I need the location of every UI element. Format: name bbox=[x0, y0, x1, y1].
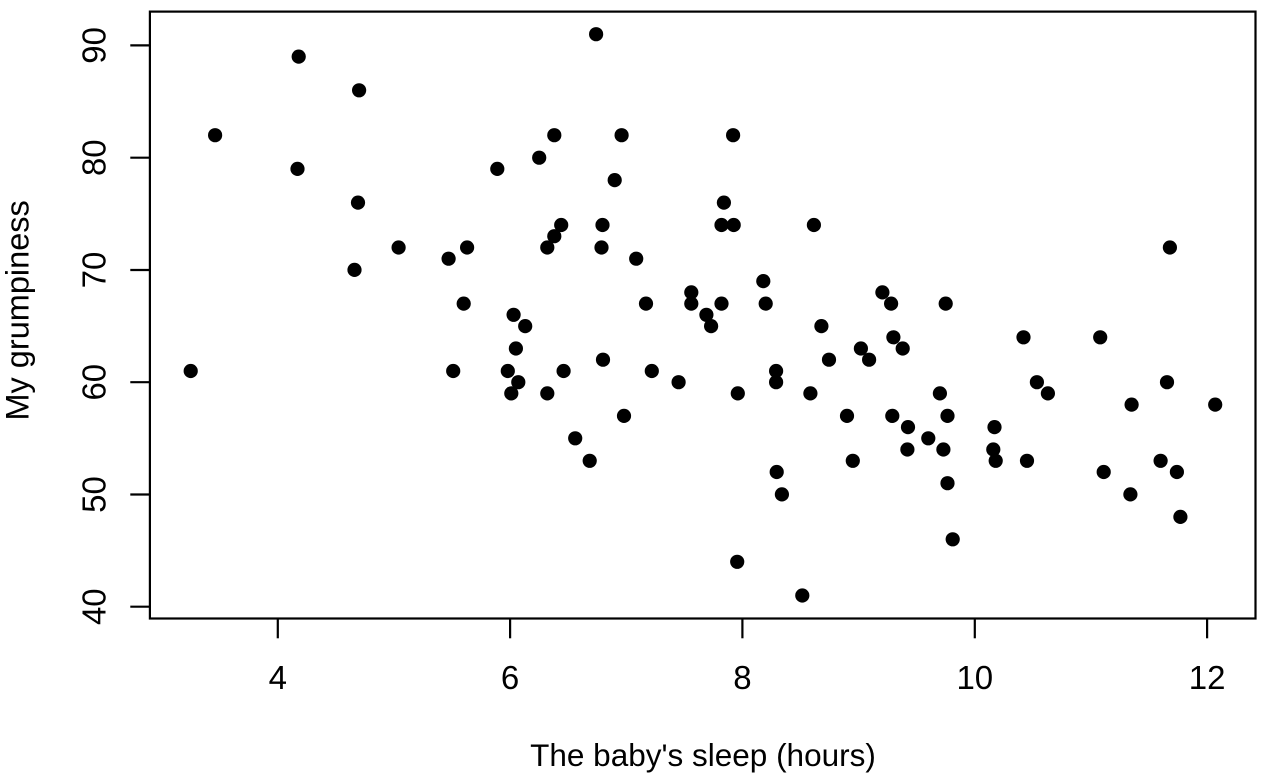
svg-text:80: 80 bbox=[76, 139, 113, 176]
svg-text:12: 12 bbox=[1189, 659, 1226, 696]
svg-text:40: 40 bbox=[76, 588, 113, 625]
svg-text:10: 10 bbox=[956, 659, 993, 696]
svg-text:My grumpiness: My grumpiness bbox=[0, 200, 35, 420]
svg-text:8: 8 bbox=[733, 659, 751, 696]
svg-text:70: 70 bbox=[76, 252, 113, 289]
svg-text:4: 4 bbox=[269, 659, 287, 696]
svg-text:60: 60 bbox=[76, 364, 113, 401]
svg-text:The baby's sleep (hours): The baby's sleep (hours) bbox=[530, 737, 876, 773]
svg-text:50: 50 bbox=[76, 476, 113, 513]
svg-text:6: 6 bbox=[501, 659, 519, 696]
svg-text:90: 90 bbox=[76, 27, 113, 64]
